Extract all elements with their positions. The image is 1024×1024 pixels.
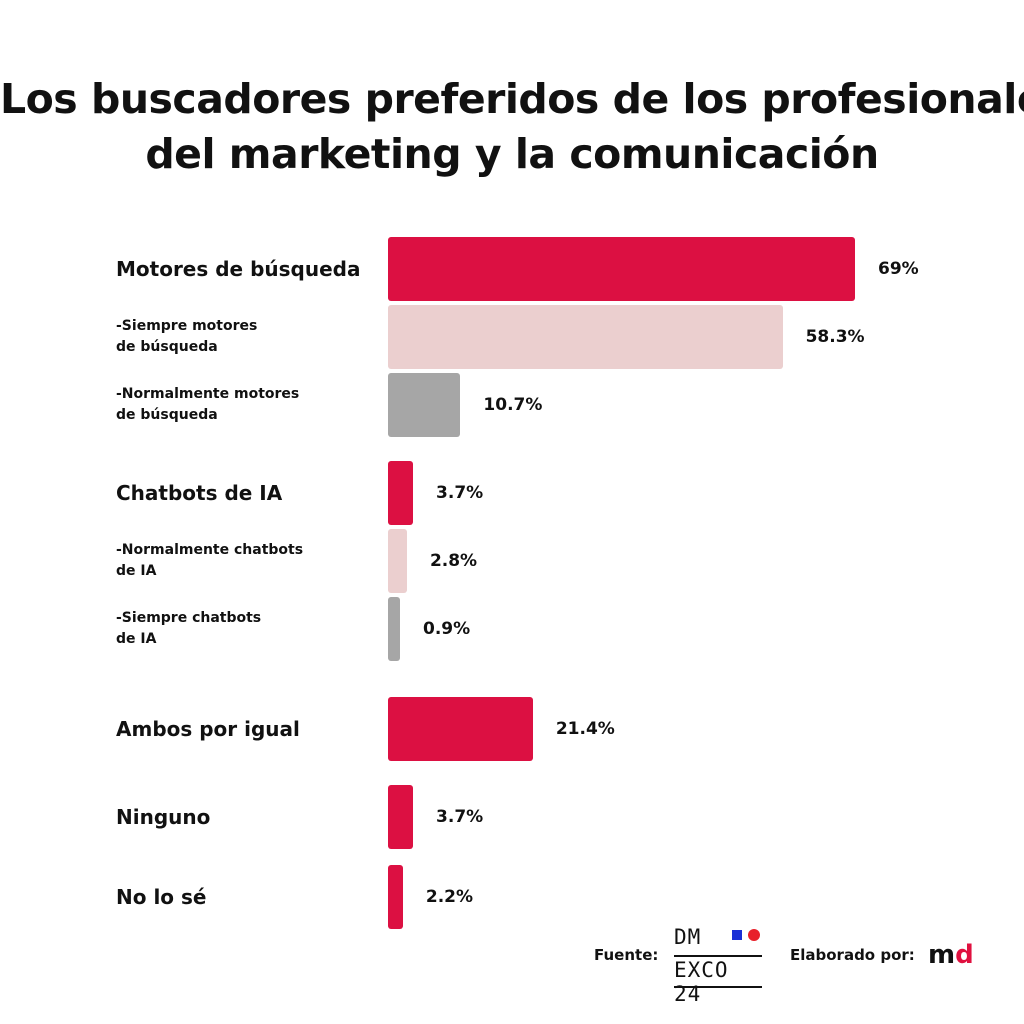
bar-6 [388,697,533,761]
row-label-7: Ninguno [116,805,210,829]
row-label-6-line-0: Ambos por igual [116,717,300,741]
bar-2 [388,373,461,437]
chart-title-line-1: Los buscadores preferidos de los profesi… [0,75,1024,123]
bar-7 [388,785,414,849]
row-label-6: Ambos por igual [116,717,300,741]
row-label-1: -Siempre motores de búsqueda [116,316,257,358]
value-label-6: 21.4% [555,719,615,739]
md-logo-d: d [955,940,974,970]
row-label-5-line-1: de IA [116,631,157,647]
dmexco-logo: DM EXCO 24 [674,925,764,1006]
bar-3 [388,461,414,525]
row-label-8: No lo sé [116,885,206,909]
value-label-0: 69% [878,259,919,279]
row-label-5-line-0: -Siempre chatbots [116,610,262,626]
logo-divider [674,955,762,957]
row-label-1-line-0: -Siempre motores [116,318,258,334]
dmexco-logo-top: DM [674,925,702,949]
value-label-4: 2.8% [429,551,478,571]
row-label-2-line-0: -Normalmente motores [116,386,300,402]
row-label-4-line-0: -Normalmente chatbots [116,542,304,558]
chart-title: Los buscadores preferidos de los profesi… [0,72,1024,182]
row-label-8-line-0: No lo sé [116,885,207,909]
md-logo: md [928,940,974,970]
row-label-0-line-0: Motores de búsqueda [116,257,361,281]
bar-5 [388,597,400,661]
bar-4 [388,529,407,593]
md-logo-m: m [928,940,956,970]
value-label-7: 3.7% [436,807,484,827]
row-label-3-line-0: Chatbots de IA [116,481,283,505]
logo-underline [674,986,762,988]
row-label-1-line-1: de búsqueda [116,339,218,355]
row-label-2-line-1: de búsqueda [116,407,218,423]
red-dot-icon [748,929,760,941]
blue-square-icon [732,930,742,940]
value-label-8: 2.2% [425,887,474,907]
row-label-4: -Normalmente chatbots de IA [116,540,303,582]
chart-title-line-2: del marketing y la comunicación [145,130,879,178]
footer: Fuente: DM EXCO 24 Elaborado por: md [0,925,1024,1006]
value-label-1: 58.3% [805,327,865,347]
dmexco-logo-bottom: EXCO 24 [674,958,729,1006]
bar-0 [388,237,855,301]
source-label: Fuente: [594,946,659,964]
row-label-0: Motores de búsqueda [116,257,360,281]
value-label-5: 0.9% [423,619,471,639]
bar-8 [388,865,403,929]
row-label-5: -Siempre chatbots de IA [116,608,261,650]
row-label-4-line-1: de IA [116,563,157,579]
row-label-3: Chatbots de IA [116,481,282,505]
value-label-2: 10.7% [483,395,543,415]
row-label-7-line-0: Ninguno [116,805,211,829]
made-by-label: Elaborado por: [790,946,915,964]
bar-1 [388,305,783,369]
row-label-2: -Normalmente motores de búsqueda [116,384,299,426]
value-label-3: 3.7% [436,483,484,503]
